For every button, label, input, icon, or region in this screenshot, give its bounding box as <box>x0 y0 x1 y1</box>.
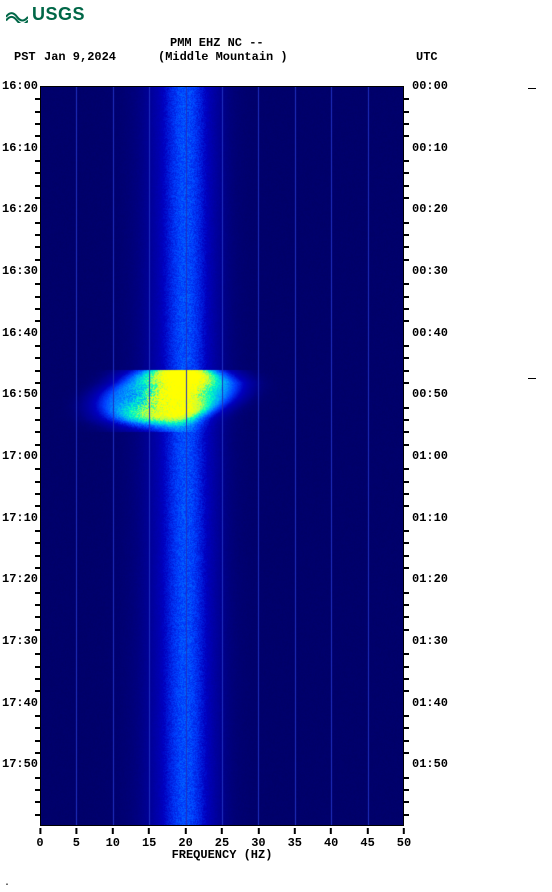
y-right-tick: 01:20 <box>412 572 448 586</box>
y-right-tick: 00:00 <box>412 79 448 93</box>
y-right-tick: 01:40 <box>412 696 448 710</box>
usgs-logo-text: USGS <box>32 4 85 25</box>
side-mark <box>528 378 536 379</box>
y-axis-left: 16:0016:1016:2016:3016:4016:5017:0017:10… <box>0 86 40 826</box>
y-right-tick: 00:10 <box>412 141 448 155</box>
y-left-tick: 16:10 <box>2 141 38 155</box>
y-right-tick: 00:50 <box>412 387 448 401</box>
x-tick: 10 <box>106 828 120 850</box>
x-tick: 45 <box>360 828 374 850</box>
y-right-tick: 00:30 <box>412 264 448 278</box>
side-mark <box>528 88 536 89</box>
y-left-tick: 16:20 <box>2 202 38 216</box>
y-right-tick: 01:10 <box>412 511 448 525</box>
y-left-tick: 16:30 <box>2 264 38 278</box>
wave-icon <box>6 7 28 23</box>
x-tick: 35 <box>288 828 302 850</box>
x-tick: 15 <box>142 828 156 850</box>
x-tick: 20 <box>178 828 192 850</box>
left-timezone-label: PST <box>14 50 36 64</box>
y-right-tick: 01:30 <box>412 634 448 648</box>
x-axis-label: FREQUENCY (HZ) <box>40 848 404 862</box>
station-title: PMM EHZ NC -- <box>170 36 264 50</box>
y-right-tick: 01:00 <box>412 449 448 463</box>
usgs-logo: USGS <box>6 4 85 25</box>
x-tick: 25 <box>215 828 229 850</box>
y-left-tick: 17:50 <box>2 757 38 771</box>
y-left-tick: 17:10 <box>2 511 38 525</box>
y-right-tick: 00:40 <box>412 326 448 340</box>
y-left-tick: 17:40 <box>2 696 38 710</box>
y-left-tick: 17:20 <box>2 572 38 586</box>
y-left-tick: 16:00 <box>2 79 38 93</box>
y-left-tick: 17:00 <box>2 449 38 463</box>
y-right-tick: 01:50 <box>412 757 448 771</box>
x-tick: 40 <box>324 828 338 850</box>
spectrogram-plot <box>40 86 404 826</box>
y-axis-right: 00:0000:1000:2000:3000:4000:5001:0001:10… <box>404 86 464 826</box>
y-left-tick: 17:30 <box>2 634 38 648</box>
x-tick: 30 <box>251 828 265 850</box>
date-label: Jan 9,2024 <box>44 50 116 64</box>
right-timezone-label: UTC <box>416 50 438 64</box>
station-subtitle: (Middle Mountain ) <box>158 50 288 64</box>
y-left-tick: 16:40 <box>2 326 38 340</box>
x-tick: 0 <box>36 828 43 850</box>
x-tick: 5 <box>73 828 80 850</box>
spectrogram-canvas <box>40 86 404 826</box>
bottom-mark: . <box>4 878 10 889</box>
y-left-tick: 16:50 <box>2 387 38 401</box>
y-right-tick: 00:20 <box>412 202 448 216</box>
x-tick: 50 <box>397 828 411 850</box>
x-axis: 05101520253035404550 <box>40 828 404 848</box>
